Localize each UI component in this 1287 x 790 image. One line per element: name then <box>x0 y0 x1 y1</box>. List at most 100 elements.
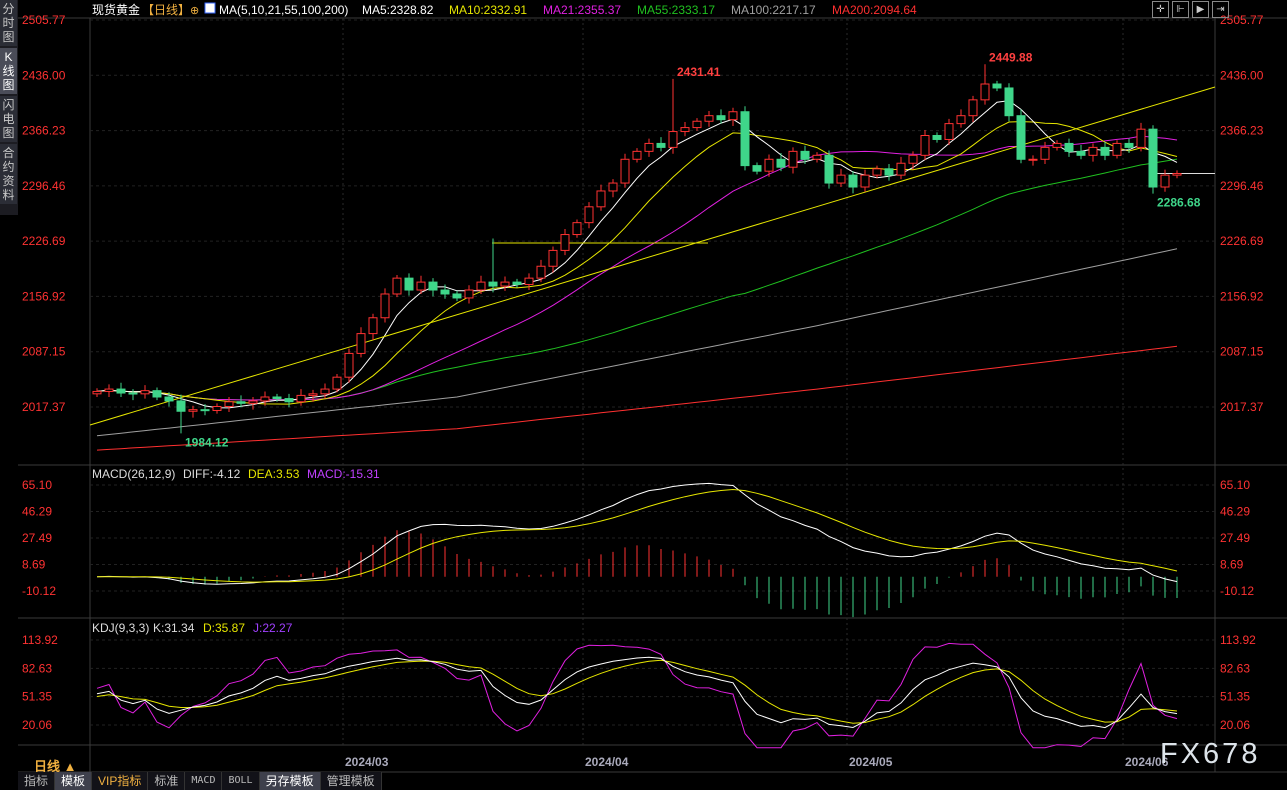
candle-up <box>836 174 846 184</box>
sidebar-item-timeshare[interactable]: 分时图 <box>0 0 17 46</box>
candle-up <box>572 222 582 236</box>
candle-up <box>380 293 390 319</box>
tab-indicators[interactable]: 指标 <box>18 772 56 790</box>
candle-down <box>800 150 810 160</box>
play-icon[interactable]: ▶ <box>1192 1 1209 18</box>
candle-up <box>920 135 930 156</box>
kdj-label: KDJ(9,3,3) <box>92 621 149 635</box>
candle-down <box>656 142 666 148</box>
ma-params: MA(5,10,21,55,100,200) <box>219 3 348 17</box>
price-tick: 2436.00 <box>22 68 66 82</box>
candle-down <box>128 392 138 395</box>
ma100-line <box>96 248 1178 437</box>
candle-down <box>776 158 786 168</box>
exit-icon[interactable]: ⇥ <box>1212 1 1229 18</box>
candle-up <box>248 400 258 404</box>
candle-up <box>680 127 690 133</box>
price-tick: 2296.46 <box>22 179 66 193</box>
sidebar: 分时图 K线图 闪电图 合约资料 <box>0 0 18 215</box>
candle-down <box>1124 142 1134 148</box>
candle-up <box>764 158 774 172</box>
period-selector[interactable]: 日线 ▲ <box>34 759 77 774</box>
macd-diff: DIFF:-4.12 <box>183 467 241 481</box>
candle-down <box>164 396 174 402</box>
kdj-k: K:31.34 <box>153 621 195 635</box>
tab-standard[interactable]: 标准 <box>148 772 186 790</box>
tab-boll[interactable]: BOLL <box>222 772 260 790</box>
sidebar-item-contract-info[interactable]: 合约资料 <box>0 144 17 204</box>
toolbar: ✛ ⊩ ▶ ⇥ <box>1152 1 1229 18</box>
macd-tick: 46.29 <box>22 505 52 519</box>
candle-up <box>560 234 570 251</box>
candle-up <box>1040 146 1050 160</box>
macd-tick: 65.10 <box>22 478 52 492</box>
price-tick: 2156.92 <box>22 289 66 303</box>
macd-tick: 27.49 <box>22 531 52 545</box>
candle-down <box>848 174 858 188</box>
candle-up <box>476 281 486 291</box>
crosshair-icon[interactable]: ✛ <box>1152 1 1169 18</box>
ma21-line <box>96 135 1178 401</box>
candle-down <box>200 409 210 412</box>
candle-up <box>416 281 426 291</box>
candle-up <box>632 150 642 160</box>
candle-down <box>740 111 750 167</box>
candle-up <box>596 190 606 208</box>
price-tick: 2436.00 <box>1220 68 1264 82</box>
sidebar-item-kline[interactable]: K线图 <box>0 48 17 94</box>
candle-down <box>932 135 942 140</box>
ma-legend: MA10:2332.91 <box>449 3 527 17</box>
candle-down <box>752 165 762 172</box>
price-tick: 2505.77 <box>1220 13 1264 27</box>
candle-up <box>812 154 822 160</box>
candle-down <box>440 289 450 295</box>
candle-up <box>644 142 654 152</box>
bottom-tabs: 指标 模板 VIP指标 标准 MACD BOLL 另存模板 管理模板 <box>18 772 382 790</box>
ma-legend: MA55:2333.17 <box>637 3 715 17</box>
kdj-d-line <box>96 659 1178 724</box>
sidebar-item-flash[interactable]: 闪电图 <box>0 96 17 142</box>
ma-legend: MA21:2355.37 <box>543 3 621 17</box>
price-tick: 2156.92 <box>1220 289 1264 303</box>
kdj-tick: 51.35 <box>22 690 52 704</box>
candle-down <box>1016 115 1026 160</box>
kdj-tick: 20.06 <box>1220 718 1250 732</box>
candle-up <box>1160 174 1170 188</box>
price-annotation: 2431.41 <box>677 65 721 79</box>
candle-up <box>872 168 882 176</box>
candle-down <box>152 390 162 398</box>
candle-up <box>368 317 378 335</box>
settings-icon[interactable]: ⊕ <box>190 5 199 17</box>
candle-up <box>704 115 714 122</box>
candle-up <box>980 83 990 101</box>
kdj-tick: 20.06 <box>22 718 52 732</box>
ma-legend: MA100:2217.17 <box>731 3 816 17</box>
candle-up <box>968 99 978 117</box>
candle-down <box>236 401 246 404</box>
kdj-tick: 82.63 <box>22 661 52 675</box>
price-tick: 2017.37 <box>1220 400 1264 414</box>
price-tick: 2366.23 <box>22 124 66 138</box>
candle-up <box>860 174 870 188</box>
kdj-tick: 113.92 <box>1220 633 1256 647</box>
macd-tick: 8.69 <box>1220 557 1244 571</box>
range-icon[interactable]: ⊩ <box>1172 1 1189 18</box>
candle-up <box>1172 173 1182 176</box>
candle-up <box>728 111 738 121</box>
tab-templates[interactable]: 模板 <box>55 772 93 790</box>
candle-up <box>608 182 618 192</box>
price-tick: 2296.46 <box>1220 179 1264 193</box>
candle-up <box>524 277 534 285</box>
tab-vip-indicators[interactable]: VIP指标 <box>92 772 149 790</box>
tab-save-template[interactable]: 另存模板 <box>259 772 321 790</box>
macd-tick: 8.69 <box>22 557 46 571</box>
candle-up <box>584 206 594 224</box>
indicator-icon[interactable] <box>204 2 216 14</box>
tab-manage-templates[interactable]: 管理模板 <box>320 772 382 790</box>
tab-macd[interactable]: MACD <box>185 772 223 790</box>
kdj-tick: 113.92 <box>22 633 58 647</box>
candle-down <box>1100 146 1110 156</box>
price-tick: 2366.23 <box>1220 124 1264 138</box>
macd-tick: 46.29 <box>1220 505 1250 519</box>
